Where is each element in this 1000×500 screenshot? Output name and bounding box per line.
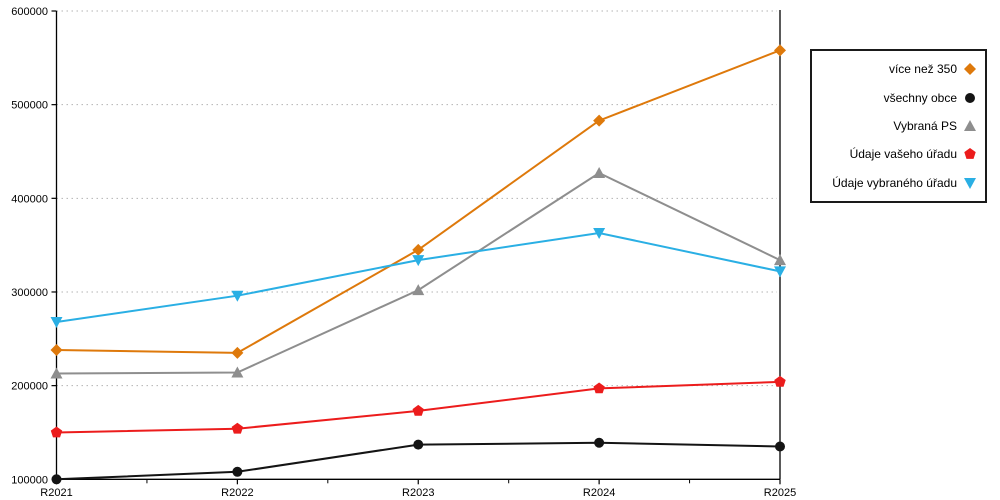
data-point-marker — [593, 227, 606, 239]
data-point-marker — [231, 422, 244, 434]
x-tick-label: R2023 — [402, 487, 434, 499]
legend-label: všechny obce — [883, 90, 957, 105]
data-point-marker — [774, 254, 786, 266]
data-point-marker — [50, 344, 63, 357]
data-point-marker — [775, 441, 785, 452]
data-point-marker — [50, 367, 63, 379]
gridlines — [56, 10, 777, 387]
circle-marker-icon — [965, 92, 975, 103]
x-tick-label: R2025 — [764, 487, 796, 499]
data-point-marker — [50, 316, 63, 328]
data-point-marker — [965, 92, 975, 103]
y-tick-label: 200000 — [11, 381, 48, 393]
data-point-marker — [593, 382, 605, 394]
y-tick-label: 600000 — [11, 6, 48, 18]
x-tick-label: R2021 — [40, 487, 72, 499]
diamond-marker-icon — [964, 63, 976, 76]
data-point-marker — [231, 346, 244, 359]
data-point-marker — [774, 375, 786, 387]
series-line — [56, 49, 781, 354]
data-point-marker — [774, 266, 786, 278]
legend-label: Vybraná PS — [893, 118, 957, 133]
data-point-marker — [774, 44, 786, 57]
data-point-marker — [412, 243, 425, 256]
data-point-marker — [232, 466, 243, 477]
triangle-up-marker-icon — [964, 119, 976, 131]
series-0-diamond — [50, 44, 786, 359]
data-point-marker — [412, 404, 424, 416]
data-point-marker — [413, 439, 424, 450]
data-point-marker — [231, 290, 244, 302]
data-point-marker — [593, 167, 606, 179]
series-2-triangle-up — [50, 167, 786, 379]
data-point-marker — [51, 474, 62, 485]
chart-legend: více než 350 všechny obce Vybraná PS Úda… — [810, 49, 987, 203]
data-point-marker — [412, 284, 425, 296]
legend-item-udaje-vybraneho-uradu: Údaje vybraného úřadu — [816, 170, 977, 196]
axes: 100000 200000 300000 400000 500000 600000 R202… — [11, 6, 796, 499]
legend-label: Údaje vybraného úřadu — [832, 175, 957, 190]
data-point-marker — [964, 63, 976, 76]
series-3-pentagon — [50, 375, 786, 438]
y-tick-label: 300000 — [11, 287, 48, 299]
legend-item-vybrana-ps: Vybraná PS — [816, 113, 977, 139]
y-tick-label: 400000 — [11, 193, 48, 205]
data-point-marker — [964, 148, 976, 160]
legend-label: více než 350 — [888, 62, 957, 77]
y-tick-label: 100000 — [11, 474, 48, 486]
series-4-triangle-down — [50, 227, 786, 328]
data-point-marker — [594, 437, 605, 448]
data-point-marker — [231, 366, 244, 378]
legend-item-vice-nez-350: více než 350 — [816, 56, 977, 82]
data-point-marker — [964, 177, 976, 189]
triangle-down-marker-icon — [964, 177, 976, 189]
data-point-marker — [50, 426, 63, 438]
legend-label: Údaje vašeho úřadu — [849, 147, 957, 162]
data-point-marker — [593, 114, 606, 127]
x-tick-label: R2022 — [221, 487, 253, 499]
series-line — [56, 171, 781, 375]
y-tick-label: 500000 — [11, 100, 48, 112]
data-point-marker — [412, 255, 425, 267]
series-1-circle — [51, 437, 785, 485]
pentagon-marker-icon — [964, 148, 976, 160]
x-tick-label: R2024 — [583, 487, 615, 499]
data-point-marker — [964, 119, 976, 131]
legend-item-vsechny-obce: všechny obce — [816, 85, 977, 111]
legend-item-udaje-vaseho-uradu: Údaje vašeho úřadu — [816, 141, 977, 167]
